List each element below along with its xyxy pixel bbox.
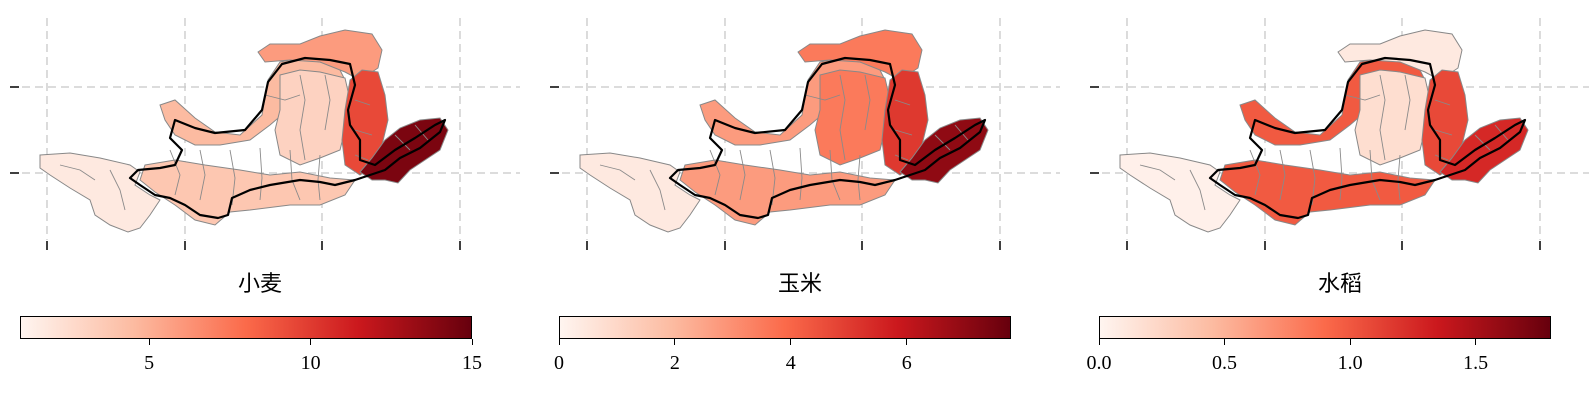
- panel-title: 小麦: [237, 272, 282, 297]
- region-border: [739, 149, 746, 201]
- colorbar-tick: [471, 339, 473, 345]
- region-border: [709, 149, 721, 196]
- colorbar: [1099, 316, 1551, 339]
- region-delta: [899, 117, 989, 184]
- region-south: [679, 159, 896, 226]
- choropleth-map: [1090, 18, 1589, 250]
- colorbar-tick: [1224, 339, 1226, 345]
- region-border: [1139, 164, 1176, 181]
- region-border: [1379, 74, 1386, 161]
- region-border: [1474, 134, 1491, 151]
- colorbar-tick-label: 2: [669, 352, 680, 374]
- colorbar-tick-label: 1.5: [1463, 352, 1489, 374]
- panel-title: 玉米: [777, 272, 822, 297]
- colorbar-tick-label: 0.0: [1086, 352, 1112, 374]
- region-west: [39, 152, 161, 233]
- region-border: [1279, 149, 1286, 201]
- colorbar-tick-label: 6: [901, 352, 912, 374]
- region-border: [264, 94, 301, 101]
- colorbar-tick-label: 0: [554, 352, 564, 374]
- colorbar-tick-label: 5: [144, 352, 155, 374]
- region-south: [1219, 159, 1436, 226]
- choropleth-map: [550, 18, 1060, 250]
- region-west: [579, 152, 701, 233]
- region-center: [274, 69, 351, 166]
- region-border: [394, 134, 411, 151]
- basin-outline: [1208, 56, 1527, 220]
- region-border: [1404, 74, 1411, 131]
- region-border: [289, 149, 301, 201]
- region-border: [799, 147, 803, 201]
- colorbar-tick: [1475, 339, 1477, 345]
- region-delta: [359, 117, 449, 184]
- region-border: [599, 164, 636, 181]
- region-border: [1249, 149, 1261, 196]
- region-border: [839, 74, 846, 161]
- region-border: [1369, 149, 1381, 201]
- region-border: [324, 74, 331, 131]
- map-panel-rice: 水稻 0.0 0.5 1.0 1.5: [1080, 0, 1589, 409]
- region-border: [199, 149, 206, 201]
- colorbar-tick-label: 0.5: [1212, 352, 1238, 374]
- region-border: [229, 149, 236, 206]
- colorbar-tick: [310, 339, 312, 345]
- region-west: [1119, 152, 1241, 233]
- colorbar-tick: [148, 339, 150, 345]
- region-south: [139, 159, 356, 226]
- colorbar-tick-label: 15: [462, 352, 482, 374]
- colorbar-tick: [906, 339, 908, 345]
- map-panel-corn: 玉米 0 2 4 6: [540, 0, 1060, 409]
- colorbar-tick-label: 1.0: [1337, 352, 1363, 374]
- region-border: [354, 129, 373, 136]
- region-border: [769, 149, 776, 206]
- region-border: [804, 94, 841, 101]
- region-border: [259, 147, 263, 201]
- region-border: [1344, 94, 1381, 101]
- colorbar-tick: [1349, 339, 1351, 345]
- region-delta: [1439, 117, 1529, 184]
- choropleth-map: [10, 18, 520, 250]
- basin-outline: [668, 56, 987, 220]
- map-panel-wheat: 小麦 5 10 15: [0, 0, 520, 409]
- region-border: [299, 74, 306, 161]
- region-border: [169, 149, 181, 196]
- region-border: [1434, 129, 1453, 136]
- colorbar: [559, 316, 1011, 339]
- region-border: [894, 154, 909, 161]
- colorbar-tick: [790, 339, 792, 345]
- region-border: [317, 154, 321, 201]
- panel-title: 水稻: [1317, 272, 1362, 297]
- region-border: [354, 154, 369, 161]
- colorbar-tick: [1098, 339, 1100, 345]
- basin-outline: [128, 56, 447, 220]
- region-border: [934, 134, 951, 151]
- region-border: [649, 169, 666, 211]
- region-border: [864, 74, 871, 131]
- region-border: [59, 164, 96, 181]
- region-border: [354, 99, 371, 106]
- colorbar: [20, 316, 472, 339]
- region-border: [857, 154, 861, 201]
- region-border: [1434, 154, 1449, 161]
- region-border: [109, 169, 126, 211]
- region-border: [1189, 169, 1206, 211]
- colorbar-tick-label: 10: [300, 352, 321, 374]
- region-border: [894, 99, 911, 106]
- region-border: [1339, 147, 1343, 201]
- colorbar-tick: [558, 339, 560, 345]
- colorbar-tick-label: 4: [785, 352, 796, 374]
- region-border: [1397, 154, 1401, 201]
- region-border: [1309, 149, 1316, 206]
- region-border: [894, 129, 913, 136]
- region-border: [829, 149, 841, 201]
- colorbar-tick: [674, 339, 676, 345]
- region-border: [1434, 99, 1451, 106]
- region-center: [814, 69, 891, 166]
- region-center: [1354, 69, 1431, 166]
